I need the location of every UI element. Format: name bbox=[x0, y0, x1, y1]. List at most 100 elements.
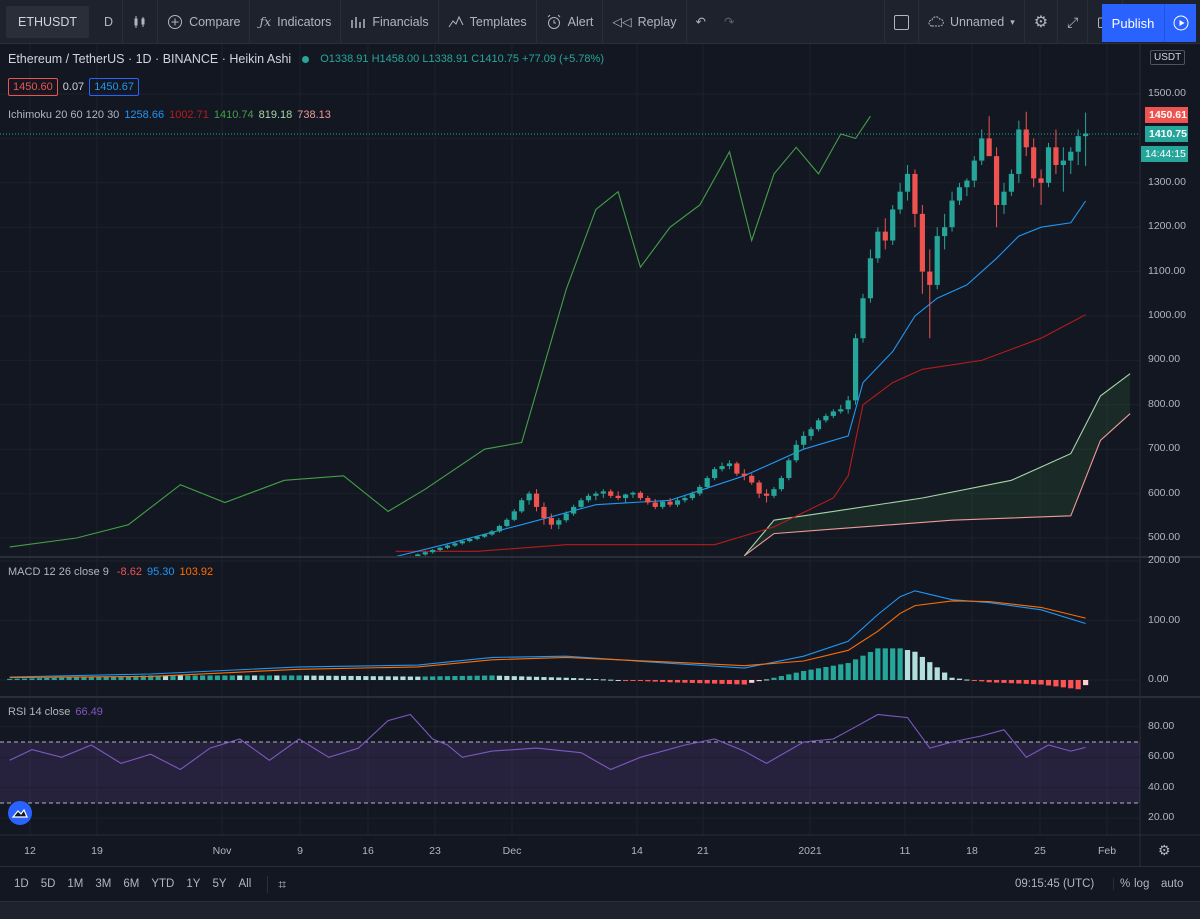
candle-body bbox=[259, 569, 264, 570]
macd-histogram-bar bbox=[808, 669, 814, 680]
candle-body bbox=[585, 495, 592, 501]
candle-body bbox=[682, 498, 688, 501]
candle-body bbox=[430, 549, 436, 553]
play-button[interactable] bbox=[1164, 4, 1196, 42]
symbol-title[interactable]: Ethereum / TetherUS · 1D · BINANCE · Hei… bbox=[8, 52, 292, 66]
publish-button[interactable]: Publish bbox=[1102, 4, 1164, 42]
auto-toggle[interactable]: auto bbox=[1161, 878, 1184, 890]
candle-body bbox=[919, 213, 925, 272]
macd-histogram-bar bbox=[400, 676, 406, 680]
ichimoku-span-b bbox=[743, 413, 1131, 556]
candle-body bbox=[467, 538, 473, 542]
candle-body bbox=[1031, 147, 1037, 179]
layout-name-button[interactable]: Unnamed ▾ bbox=[919, 0, 1025, 44]
rsi-legend[interactable]: RSI 14 close 66.49 bbox=[8, 706, 103, 718]
fullscreen-button[interactable]: ⤢ bbox=[1058, 0, 1089, 44]
macd-histogram-bar bbox=[986, 680, 992, 683]
candle-body bbox=[459, 541, 465, 544]
macd-histogram-bar bbox=[341, 675, 347, 680]
sell-button[interactable]: 1450.60 bbox=[8, 78, 58, 96]
macd-histogram-bar bbox=[556, 677, 562, 680]
buy-button[interactable]: 1450.67 bbox=[89, 78, 139, 96]
settings-gear-icon[interactable]: ⚙ bbox=[1158, 842, 1171, 858]
candle-body bbox=[1016, 129, 1022, 174]
macd-histogram-bar bbox=[348, 675, 354, 680]
clock[interactable]: 09:15:45 (UTC) bbox=[1015, 878, 1095, 890]
range-button-1d[interactable]: 1D bbox=[14, 878, 29, 890]
range-button-6m[interactable]: 6M bbox=[123, 878, 140, 890]
chart-type-button[interactable] bbox=[123, 0, 159, 44]
candle-body bbox=[89, 579, 94, 580]
macd-histogram-bar bbox=[749, 680, 755, 683]
candle-body bbox=[1001, 191, 1007, 205]
rsi-tick-label: 20.00 bbox=[1148, 811, 1175, 824]
macd-tick-label: 100.00 bbox=[1148, 613, 1181, 626]
time-tick-label: 12 bbox=[24, 845, 36, 857]
interval-button[interactable]: D bbox=[95, 0, 124, 44]
ichimoku-lagging-value: 1410.74 bbox=[213, 109, 254, 121]
publish-label: Publish bbox=[1111, 15, 1155, 31]
candle-body bbox=[645, 498, 651, 503]
financials-button[interactable]: Financials bbox=[341, 0, 439, 44]
candle-body bbox=[44, 582, 49, 583]
compare-button[interactable]: Compare bbox=[158, 0, 251, 44]
candle-body bbox=[741, 473, 747, 476]
ichimoku-lagging-span bbox=[9, 115, 871, 548]
macd-histogram-bar bbox=[474, 675, 480, 680]
settings-button[interactable]: ⚙ bbox=[1025, 0, 1059, 44]
macd-histogram-bar bbox=[96, 676, 102, 680]
symbol-search-button[interactable]: ETHUSDT bbox=[6, 5, 90, 38]
rsi-band-fill bbox=[0, 742, 1140, 803]
candle-body bbox=[1023, 129, 1029, 148]
rsi-tick-label: 80.00 bbox=[1148, 719, 1175, 732]
multi-layout-button[interactable] bbox=[884, 0, 919, 44]
macd-histogram-bar bbox=[363, 676, 369, 680]
macd-hist-value: -8.62 bbox=[116, 566, 142, 578]
macd-histogram-bar bbox=[845, 663, 851, 680]
templates-button[interactable]: Templates bbox=[439, 0, 537, 44]
candle-body bbox=[808, 429, 814, 436]
macd-histogram-bar bbox=[689, 680, 695, 683]
range-button-ytd[interactable]: YTD bbox=[151, 878, 175, 890]
candle-body bbox=[1060, 160, 1066, 166]
symbol-label: ETHUSDT bbox=[18, 14, 78, 29]
candle-body bbox=[526, 493, 532, 501]
range-button-1y[interactable]: 1Y bbox=[186, 878, 201, 890]
range-button-5y[interactable]: 5Y bbox=[212, 878, 227, 890]
macd-histogram-bar bbox=[712, 680, 718, 684]
range-button-1m[interactable]: 1M bbox=[67, 878, 84, 890]
candle-body bbox=[778, 478, 784, 490]
candle-body bbox=[437, 547, 443, 550]
macd-histogram-bar bbox=[229, 675, 235, 680]
candles-icon bbox=[134, 15, 145, 28]
undo-button[interactable]: ↶ bbox=[687, 0, 715, 44]
macd-histogram-bar bbox=[51, 677, 57, 680]
candle-body bbox=[1038, 178, 1044, 183]
goto-date-icon[interactable]: ⌗ bbox=[267, 875, 286, 893]
range-button-3m[interactable]: 3M bbox=[95, 878, 112, 890]
candle-body bbox=[830, 411, 836, 416]
candle-body bbox=[267, 568, 272, 569]
bottom-panel-strip bbox=[0, 901, 1200, 919]
log-toggle[interactable]: log bbox=[1134, 878, 1150, 890]
macd-histogram-bar bbox=[207, 675, 213, 680]
candle-body bbox=[556, 520, 562, 525]
macd-histogram-bar bbox=[489, 675, 495, 680]
candle-body bbox=[823, 415, 829, 421]
ichimoku-kijun-value: 1002.71 bbox=[169, 109, 209, 121]
percent-toggle[interactable]: % bbox=[1113, 878, 1130, 890]
ichimoku-legend[interactable]: Ichimoku 20 60 120 30 1258.66 1002.71 14… bbox=[8, 109, 331, 121]
replay-button[interactable]: ◁◁ Replay bbox=[603, 0, 687, 44]
currency-label[interactable]: USDT bbox=[1150, 50, 1186, 65]
macd-legend[interactable]: MACD 12 26 close 9 -8.62 95.30 103.92 bbox=[8, 566, 213, 578]
candle-body bbox=[66, 580, 71, 581]
candle-body bbox=[674, 500, 681, 505]
candle-body bbox=[444, 545, 451, 548]
range-button-5d[interactable]: 5D bbox=[40, 878, 56, 890]
range-button-all[interactable]: All bbox=[238, 878, 252, 890]
macd-histogram-bar bbox=[860, 655, 866, 680]
indicators-button[interactable]: ƒx Indicators bbox=[250, 0, 342, 44]
alert-button[interactable]: Alert bbox=[537, 0, 604, 44]
redo-button[interactable]: ↷ bbox=[715, 0, 743, 44]
